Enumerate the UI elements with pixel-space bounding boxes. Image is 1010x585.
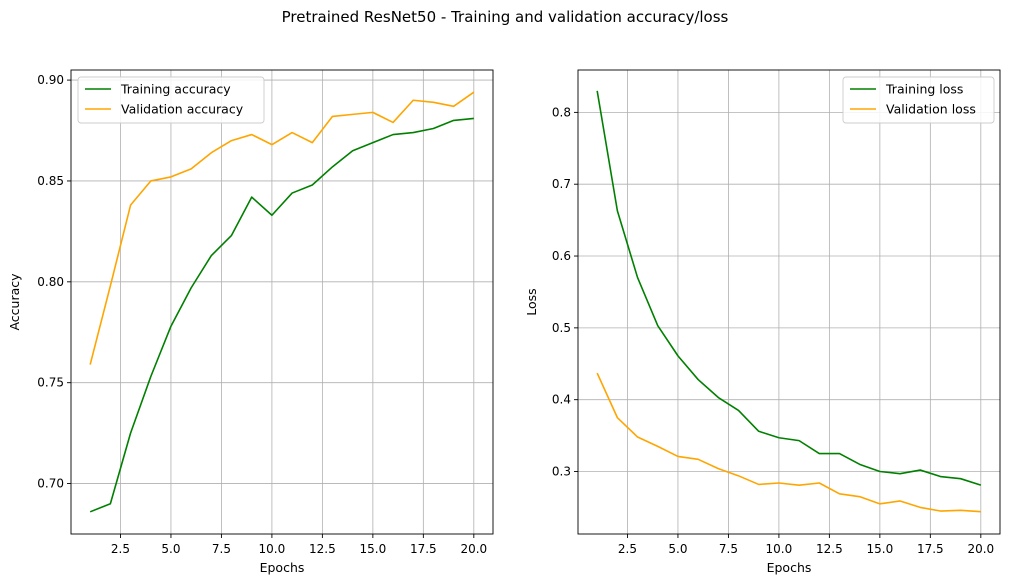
- accuracy-legend-box: [77, 76, 265, 124]
- accuracy-xlabel: Epochs: [260, 560, 305, 575]
- loss-series-line-1: [596, 372, 981, 513]
- accuracy-panel: 2.5 5.0 7.5 10.0 12.5 15.0 17.5 20.0 0.70 0.75 0.8…: [7, 69, 494, 575]
- accuracy-xtick-label-1: 5.0: [161, 542, 180, 556]
- accuracy-ytick-label-0: 0.70: [37, 477, 64, 491]
- loss-legend-label-0: Training loss: [885, 82, 963, 97]
- accuracy-legend-label-1: Validation accuracy: [121, 102, 244, 117]
- loss-series-line-0: [596, 90, 982, 486]
- loss-ytick-label-2: 0.5: [552, 321, 571, 335]
- accuracy-xtick-label-2: 7.5: [212, 542, 231, 556]
- loss-xtick-label-3: 10.0: [766, 542, 793, 556]
- loss-axes-frame: [577, 69, 1001, 535]
- loss-ylabel: Loss: [524, 288, 539, 315]
- loss-xtick-label-5: 15.0: [867, 542, 894, 556]
- loss-panel: 2.5 5.0 7.5 10.0 12.5 15.0 17.5 20.0 0.3 0.4 0.5 0.…: [524, 69, 1001, 575]
- accuracy-ytick-label-1: 0.75: [37, 376, 64, 390]
- accuracy-axes-frame: [70, 69, 494, 535]
- loss-ytick-label-1: 0.4: [552, 393, 571, 407]
- loss-ytick-label-3: 0.6: [552, 249, 571, 263]
- accuracy-ytick-label-2: 0.80: [37, 275, 64, 289]
- loss-ytick-label-4: 0.7: [552, 177, 571, 191]
- accuracy-xtick-label-0: 2.5: [111, 542, 130, 556]
- accuracy-legend-label-0: Training accuracy: [120, 82, 231, 97]
- loss-xtick-label-1: 5.0: [668, 542, 687, 556]
- loss-ytick-label-0: 0.3: [552, 465, 571, 479]
- accuracy-ytick-label-3: 0.85: [37, 174, 64, 188]
- accuracy-ytick-label-4: 0.90: [37, 73, 64, 87]
- accuracy-xtick-label-4: 12.5: [309, 542, 336, 556]
- accuracy-xtick-label-5: 15.0: [360, 542, 387, 556]
- loss-xtick-label-4: 12.5: [816, 542, 843, 556]
- loss-legend-label-1: Validation loss: [886, 102, 976, 117]
- accuracy-ylabel: Accuracy: [7, 273, 22, 331]
- accuracy-series-line-0: [89, 117, 474, 513]
- accuracy-series-line-1: [89, 91, 475, 365]
- accuracy-xtick-label-3: 10.0: [259, 542, 286, 556]
- loss-xtick-label-7: 20.0: [967, 542, 994, 556]
- loss-ytick-label-5: 0.8: [552, 105, 571, 119]
- loss-legend-box: [842, 76, 995, 124]
- loss-xtick-label-6: 17.5: [917, 542, 944, 556]
- loss-xtick-label-2: 7.5: [719, 542, 738, 556]
- loss-xlabel: Epochs: [767, 560, 812, 575]
- figure-title: Pretrained ResNet50 - Training and valid…: [281, 8, 729, 26]
- accuracy-xtick-label-7: 20.0: [460, 542, 487, 556]
- accuracy-xtick-label-6: 17.5: [410, 542, 437, 556]
- loss-xtick-label-0: 2.5: [618, 542, 637, 556]
